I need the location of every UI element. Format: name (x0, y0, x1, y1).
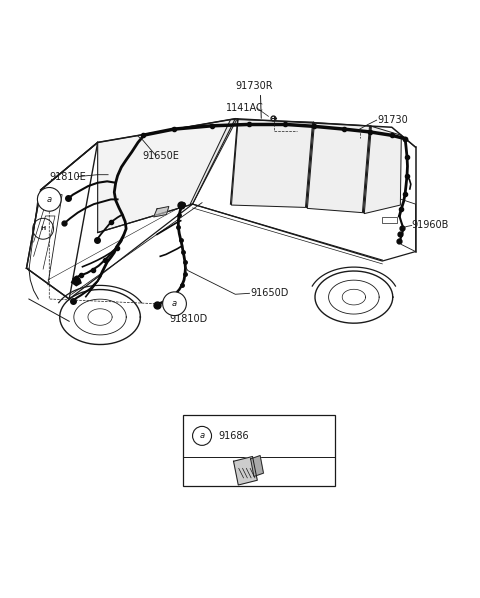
Text: 91810D: 91810D (169, 314, 208, 324)
Polygon shape (154, 206, 169, 217)
Polygon shape (72, 276, 81, 286)
Text: a: a (200, 431, 204, 440)
Text: a: a (172, 299, 177, 308)
Circle shape (163, 292, 186, 316)
Text: 91730R: 91730R (235, 81, 273, 91)
Text: 91730: 91730 (378, 115, 408, 125)
Text: 91686: 91686 (219, 431, 249, 441)
Polygon shape (234, 456, 257, 485)
Text: 91650D: 91650D (251, 288, 289, 298)
Circle shape (192, 426, 212, 446)
Text: a: a (47, 195, 52, 204)
Circle shape (37, 188, 61, 211)
Polygon shape (26, 142, 97, 299)
Polygon shape (251, 456, 264, 477)
Polygon shape (364, 126, 401, 213)
Polygon shape (97, 119, 416, 261)
Text: 91960B: 91960B (412, 221, 449, 230)
Polygon shape (190, 120, 237, 204)
Polygon shape (231, 120, 312, 208)
Text: 91650E: 91650E (143, 151, 180, 161)
Text: H: H (40, 226, 46, 231)
Bar (383, 218, 396, 223)
Polygon shape (97, 119, 235, 233)
Text: 1141AC: 1141AC (226, 103, 264, 113)
Text: 91810E: 91810E (49, 172, 86, 182)
Polygon shape (307, 123, 370, 213)
Bar (183, 415, 335, 486)
